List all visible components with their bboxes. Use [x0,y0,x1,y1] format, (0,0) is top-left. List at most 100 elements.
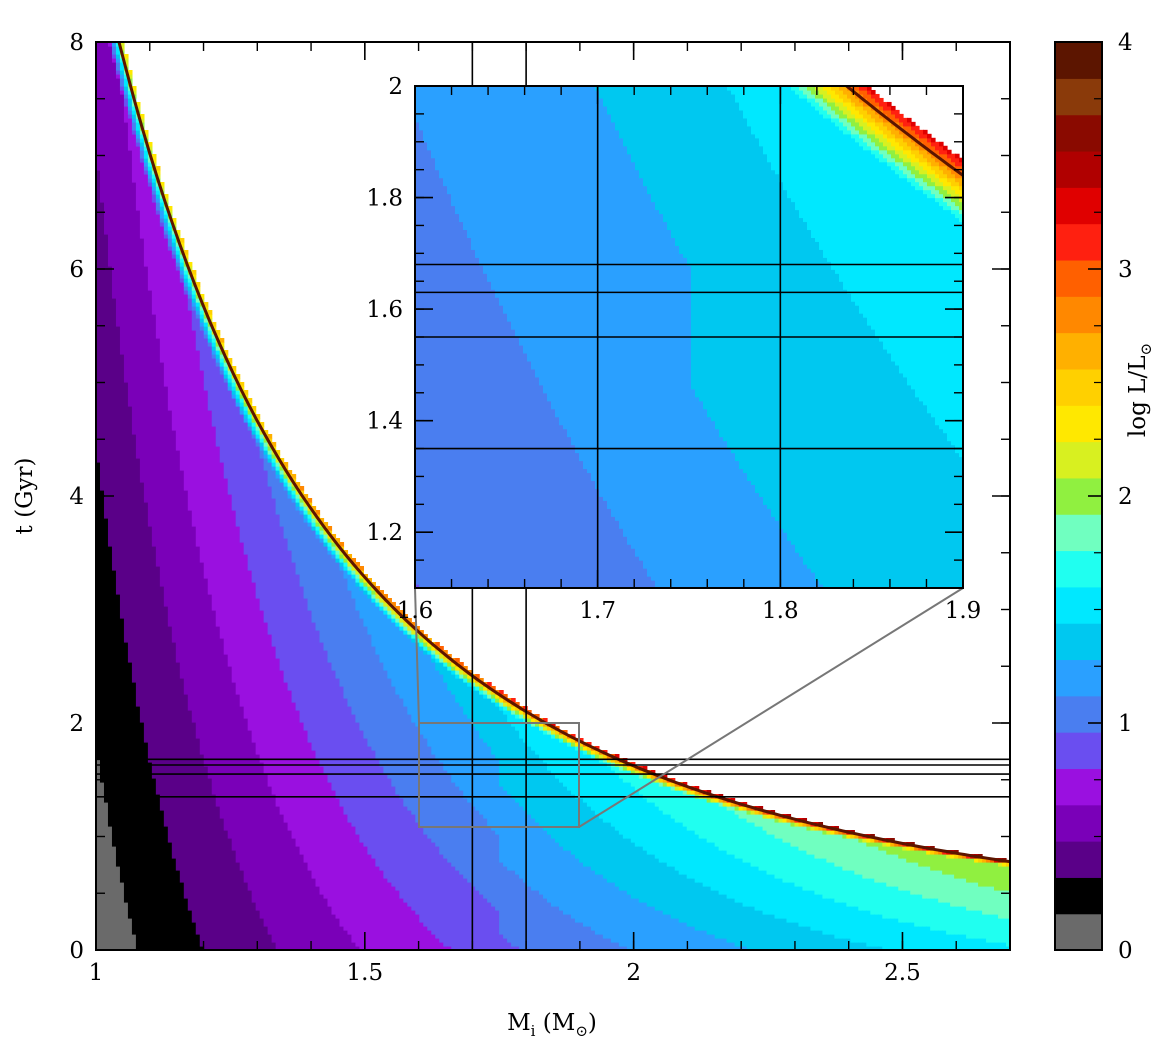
heatmap-cell [135,458,141,707]
heatmap-cell [807,97,812,103]
heatmap-cell [139,238,145,483]
heatmap-cell [915,145,920,151]
heatmap-cell [231,850,237,950]
heatmap-cell [866,946,871,950]
heatmap-cell [891,145,896,151]
heatmap-cell [594,934,600,950]
heatmap-cell [958,858,963,879]
heatmap-cell [947,197,952,207]
heatmap-cell [507,870,512,943]
heatmap-cell [375,866,380,950]
heatmap-cell [259,918,265,950]
heatmap-cell [674,786,680,791]
heatmap-cell [811,93,816,99]
heatmap-cell [891,360,896,588]
heatmap-cell [879,149,884,155]
heatmap-cell [243,418,249,423]
heatmap-cell [911,161,916,167]
heatmap-cell [375,758,380,867]
heatmap-cell [839,129,844,282]
heatmap-cell [335,562,341,679]
heatmap-cell [943,145,948,151]
heatmap-cell [363,590,368,595]
heatmap-cell [890,918,895,950]
heatmap-cell [831,109,836,119]
heatmap-cell [902,858,907,891]
heatmap-cell [710,890,716,935]
heatmap-cell [862,838,867,843]
heatmap-cell [247,410,253,415]
heatmap-cell [239,542,245,707]
heatmap-cell [558,738,564,743]
heatmap-cell [727,86,732,91]
heatmap-cell [403,626,408,631]
heatmap-cell [599,496,604,588]
heatmap-cell [659,213,664,588]
heatmap-cell [739,468,744,588]
heatmap-cell [399,698,404,799]
heatmap-cell [135,146,141,211]
heatmap-cell [954,858,959,879]
heatmap-cell [399,618,404,623]
heatmap-cell [786,842,792,883]
heatmap-cell [738,902,744,947]
heatmap-cell [391,622,396,687]
heatmap-cell [938,930,943,950]
heatmap-cell [734,814,740,859]
heatmap-cell [167,410,173,627]
heatmap-cell [751,133,756,486]
heatmap-cell [439,854,444,943]
heatmap-cell [998,862,1003,867]
heatmap-cell [519,718,524,739]
heatmap-cell [955,177,960,183]
heatmap-cell [871,97,876,107]
heatmap-cell [854,942,859,950]
heatmap-cell [815,241,820,581]
heatmap-cell [759,496,764,588]
heatmap-cell [303,862,309,950]
heatmap-cell [271,942,277,950]
heatmap-cell [255,754,261,911]
heatmap-cell [387,882,392,950]
heatmap-cell [235,526,241,695]
heatmap-cell [662,814,668,863]
heatmap-cell [867,93,872,103]
heatmap-cell [907,145,912,151]
heatmap-cell [519,714,524,719]
heatmap-cell [375,598,380,603]
heatmap-cell [335,554,341,559]
heatmap-cell [858,942,863,950]
heatmap-cell [179,258,185,263]
heatmap-cell [635,86,640,171]
heatmap-cell [903,153,908,163]
heatmap-cell [315,522,321,527]
heatmap-cell [303,506,309,511]
heatmap-cell [271,646,277,795]
heatmap-cell [694,786,700,791]
heatmap-cell [439,86,444,179]
heatmap-cell [926,866,931,899]
heatmap-cell [946,858,951,875]
heatmap-cell [131,134,137,183]
heatmap-cell [291,702,297,839]
heatmap-cell [395,606,400,611]
heatmap-cell [343,814,349,931]
heatmap-cell [910,922,915,950]
heatmap-cell [527,360,532,588]
heatmap-cell [846,838,851,871]
heatmap-cell [899,149,904,159]
heatmap-cell [839,89,844,99]
heatmap-cell [827,105,832,115]
heatmap-cell [543,830,548,899]
heatmap-cell [175,870,181,950]
heatmap-cell [819,86,824,95]
heatmap-cell [203,318,209,323]
heatmap-cell [211,358,217,427]
heatmap-cell [419,129,424,588]
heatmap-cell [203,766,209,950]
heatmap-cell [847,121,852,131]
heatmap-cell [367,634,372,747]
heatmap-cell [730,802,736,807]
heatmap-cell [919,137,924,143]
